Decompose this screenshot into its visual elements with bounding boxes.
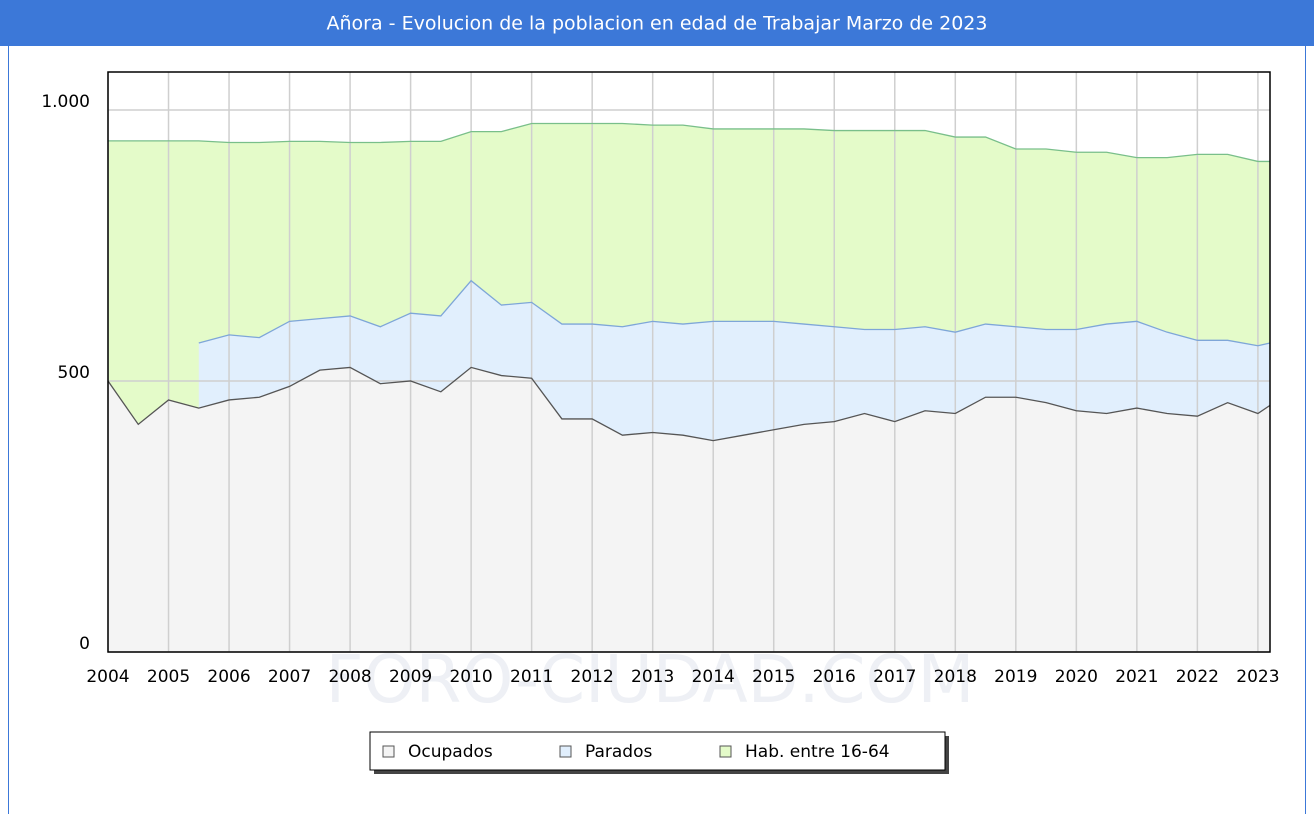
x-tick-label: 2021 [1115, 667, 1158, 687]
y-tick-label: 500 [58, 363, 90, 383]
x-tick-label: 2020 [1055, 667, 1098, 687]
x-tick-label: 2010 [449, 667, 492, 687]
legend-label: Ocupados [408, 742, 493, 762]
legend-label: Hab. entre 16-64 [745, 742, 890, 762]
legend-swatch [382, 745, 395, 758]
area-fill [198, 280, 1270, 441]
x-tick-label: 2012 [571, 667, 614, 687]
area-fill [108, 367, 1270, 652]
legend-swatch [719, 745, 732, 758]
plot-frame [107, 71, 1271, 653]
legend-label: Parados [585, 742, 653, 762]
x-tick-label: 2011 [510, 667, 553, 687]
x-tick-label: 2005 [147, 667, 190, 687]
x-tick-label: 2019 [994, 667, 1037, 687]
x-tick-label: 2006 [207, 667, 250, 687]
x-tick-label: 2015 [752, 667, 795, 687]
x-tick-label: 2014 [692, 667, 735, 687]
legend: Ocupados Parados Hab. entre 16-64 [369, 731, 949, 774]
x-tick-label: 2022 [1176, 667, 1219, 687]
legend-box [369, 731, 946, 771]
x-tick-label: 2017 [873, 667, 916, 687]
x-tick-label: 2004 [86, 667, 129, 687]
x-tick-label: 2023 [1236, 667, 1279, 687]
x-tick-label: 2013 [631, 667, 674, 687]
watermark: FORO-CIUDAD.COM [326, 641, 975, 718]
series-line [108, 122, 1270, 163]
x-tick-label: 2009 [389, 667, 432, 687]
series-line [198, 279, 1271, 347]
title-bar [0, 0, 1314, 46]
chart-title: Añora - Evolucion de la poblacion en eda… [327, 13, 988, 35]
y-tick-label: 1.000 [41, 92, 90, 112]
x-tick-label: 2016 [813, 667, 856, 687]
legend-swatch [559, 745, 572, 758]
x-tick-label: 2007 [268, 667, 311, 687]
series-line [107, 366, 1271, 442]
x-tick-label: 2018 [934, 667, 977, 687]
x-tick-label: 2008 [328, 667, 371, 687]
y-tick-label: 0 [79, 634, 90, 654]
